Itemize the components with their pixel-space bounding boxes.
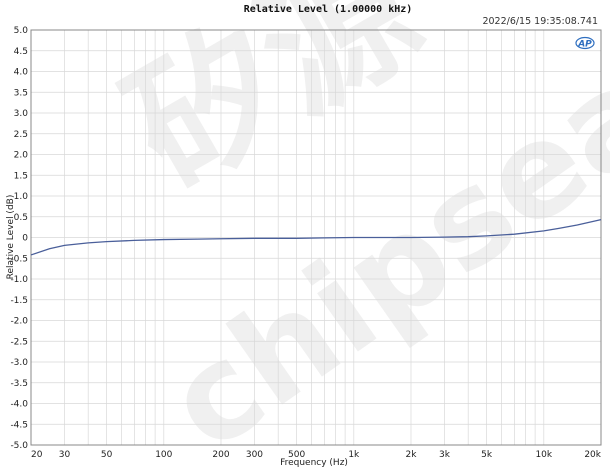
y-tick-label: 4.5 xyxy=(14,47,28,57)
y-tick-label: 5.0 xyxy=(14,26,29,36)
y-tick-label: -5.0 xyxy=(10,441,28,451)
plot-area xyxy=(30,29,602,446)
y-tick-label: 1.0 xyxy=(14,192,29,202)
x-tick-label: 20 xyxy=(31,450,43,460)
y-tick-label: -4.5 xyxy=(10,420,28,430)
y-axis-label: Relative Level (dB) xyxy=(6,195,16,280)
y-tick-label: -4.0 xyxy=(10,400,28,410)
x-tick-label: 1k xyxy=(348,450,360,460)
y-tick-label: -1.5 xyxy=(10,296,28,306)
y-tick-label: 3.0 xyxy=(14,109,29,119)
chart-title: Relative Level (1.00000 kHz) xyxy=(244,3,413,15)
y-tick-label: 3.5 xyxy=(14,88,28,98)
y-tick-label: 0.5 xyxy=(14,213,28,223)
y-tick-label: -3.5 xyxy=(10,379,28,389)
y-tick-label: -2.0 xyxy=(10,317,28,327)
y-tick-label: 2.5 xyxy=(14,130,28,140)
y-tick-label: -0.5 xyxy=(10,254,28,264)
series-line xyxy=(30,219,602,256)
x-tick-label: 200 xyxy=(212,450,229,460)
x-tick-label: 50 xyxy=(101,450,113,460)
y-tick-label: 4.0 xyxy=(14,68,29,78)
x-tick-label: 3k xyxy=(439,450,451,460)
ap-logo-icon: AP xyxy=(575,36,595,50)
x-tick-label: 5k xyxy=(481,450,493,460)
y-tick-label: 1.5 xyxy=(14,171,28,181)
x-tick-label: 30 xyxy=(59,450,71,460)
x-tick-label: 100 xyxy=(155,450,172,460)
y-axis-ticks: 5.0 4.5 4.0 3.5 3.0 2.5 2.0 1.5 1.0 0.5 0 -0.5 -1.0 -… xyxy=(10,26,28,451)
plot-frame xyxy=(30,29,602,446)
x-tick-label: 500 xyxy=(288,450,305,460)
x-tick-label: 2k xyxy=(406,450,418,460)
y-tick-label: -1.0 xyxy=(10,275,28,285)
y-tick-label: -3.0 xyxy=(10,358,28,368)
x-axis-label: Frequency (Hz) xyxy=(280,458,348,468)
y-tick-label: 2.0 xyxy=(14,151,29,161)
y-tick-label: 0 xyxy=(22,234,28,244)
y-tick-label: -2.5 xyxy=(10,337,28,347)
x-tick-label: 10k xyxy=(535,450,552,460)
x-axis-ticks: 20 30 50 100 200 300 500 1k 2k 3k 5k 10k 20k xyxy=(31,450,602,460)
x-tick-label: 20k xyxy=(584,450,601,460)
timestamp: 2022/6/15 19:35:08.741 xyxy=(482,16,598,27)
ap-logo-text: AP xyxy=(577,40,592,50)
x-tick-label: 300 xyxy=(246,450,263,460)
